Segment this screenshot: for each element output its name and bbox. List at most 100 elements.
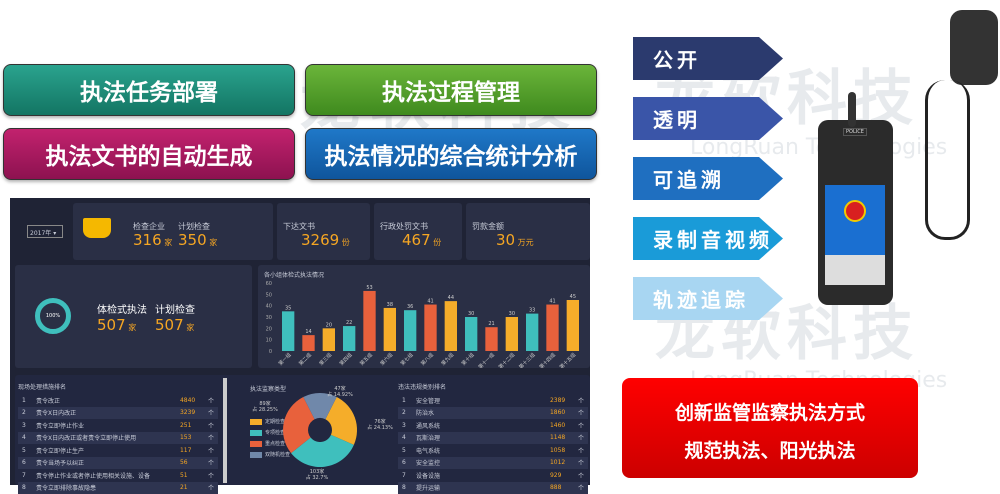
rank: 3 <box>402 422 416 429</box>
microphone-icon <box>950 10 998 85</box>
rank: 2 <box>22 409 36 416</box>
feature-task-deployment[interactable]: 执法任务部署 <box>3 64 295 116</box>
rank: 4 <box>22 434 36 441</box>
x-tick-label: 第四组 <box>338 351 354 367</box>
bar-value-label: 41 <box>427 299 433 305</box>
bar <box>424 305 436 351</box>
item-value: 929 <box>550 472 578 479</box>
y-tick-label: 60 <box>266 281 272 287</box>
bar <box>567 300 579 351</box>
dashboard: 2017年 ▾ 检查企业 316 家 计划检查 350 家 下达文书 3269 … <box>10 198 590 485</box>
feature-process-management[interactable]: 执法过程管理 <box>305 64 597 116</box>
y-tick-label: 10 <box>266 338 272 344</box>
bar-value-label: 35 <box>285 305 291 311</box>
x-tick-label: 第二组 <box>297 351 313 367</box>
item-name: 责令停止作业或者停止使用相关设施、设备 <box>36 471 180 480</box>
planned-check-value: 507 <box>155 316 184 334</box>
item-value: 1012 <box>550 459 578 466</box>
bar <box>404 310 416 351</box>
arrow-2: 可追溯 <box>633 157 783 200</box>
bar-value-label: 44 <box>448 295 454 301</box>
item-name: 瓦斯治理 <box>416 433 550 442</box>
year-select[interactable]: 2017年 ▾ <box>27 225 63 238</box>
item-name: 安全管理 <box>416 396 550 405</box>
arrow-4: 轨迹追踪 <box>633 277 783 320</box>
item-value: 251 <box>180 422 208 429</box>
item-value: 1148 <box>550 434 578 441</box>
rank: 3 <box>22 422 36 429</box>
unit: 个 <box>578 408 584 417</box>
slice-label: 103家 <box>310 468 325 475</box>
feature-statistics-analysis[interactable]: 执法情况的综合统计分析 <box>305 128 597 180</box>
item-value: 51 <box>180 472 208 479</box>
slice-label: 76家 <box>374 418 385 425</box>
feature-document-generation[interactable]: 执法文书的自动生成 <box>3 128 295 180</box>
x-tick-label: 第十五组 <box>558 351 577 368</box>
unit: 个 <box>208 471 214 480</box>
docs-value: 3269 <box>301 231 339 249</box>
unit: 个 <box>208 396 214 405</box>
item-value: 1460 <box>550 422 578 429</box>
bar <box>506 317 518 351</box>
penalty-value: 467 <box>402 231 431 249</box>
x-tick-label: 第一组 <box>277 351 293 367</box>
item-value: 117 <box>180 447 208 454</box>
item-name: 通风系统 <box>416 421 550 430</box>
unit: 个 <box>578 433 584 442</box>
police-radio-device: POLICE <box>818 120 893 305</box>
item-value: 888 <box>550 484 578 491</box>
bar <box>546 305 558 351</box>
arrow-1: 透明 <box>633 97 783 140</box>
slice-percent: 占 14.92% <box>327 391 353 398</box>
unit: 个 <box>208 433 214 442</box>
x-tick-label: 第十组 <box>460 351 476 367</box>
x-tick-label: 第十二组 <box>497 351 516 368</box>
rank: 1 <box>22 397 36 404</box>
slogan-box: 创新监管监察执法方式 规范执法、阳光执法 <box>622 378 918 478</box>
bar-value-label: 33 <box>529 308 535 314</box>
item-name: 责令X日内改正或者责令立即停止使用 <box>36 433 180 442</box>
bar <box>384 308 396 351</box>
rank: 1 <box>402 397 416 404</box>
item-name: 责令改正 <box>36 396 180 405</box>
x-tick-label: 第十一组 <box>477 351 496 368</box>
unit: 个 <box>578 458 584 467</box>
item-name: 防治水 <box>416 408 550 417</box>
rank: 7 <box>402 472 416 479</box>
rank: 8 <box>22 484 36 491</box>
rank: 4 <box>402 434 416 441</box>
x-tick-label: 第十三组 <box>517 351 536 368</box>
item-name: 电气系统 <box>416 446 550 455</box>
item-value: 1058 <box>550 447 578 454</box>
mine-cart-icon <box>83 218 111 238</box>
item-value: 1860 <box>550 409 578 416</box>
item-value: 56 <box>180 459 208 466</box>
bar-value-label: 30 <box>468 311 474 317</box>
fine-value: 30 <box>496 231 515 249</box>
bar-value-label: 20 <box>326 322 332 328</box>
bar <box>282 311 294 351</box>
rank: 2 <box>402 409 416 416</box>
rank: 6 <box>22 459 36 466</box>
bar <box>465 317 477 351</box>
scrollbar[interactable] <box>223 378 227 483</box>
physical-value: 507 <box>97 316 126 334</box>
unit: 个 <box>578 446 584 455</box>
slice-percent: 占 32.7% <box>306 474 329 480</box>
unit: 个 <box>208 446 214 455</box>
x-tick-label: 第七组 <box>399 351 415 367</box>
